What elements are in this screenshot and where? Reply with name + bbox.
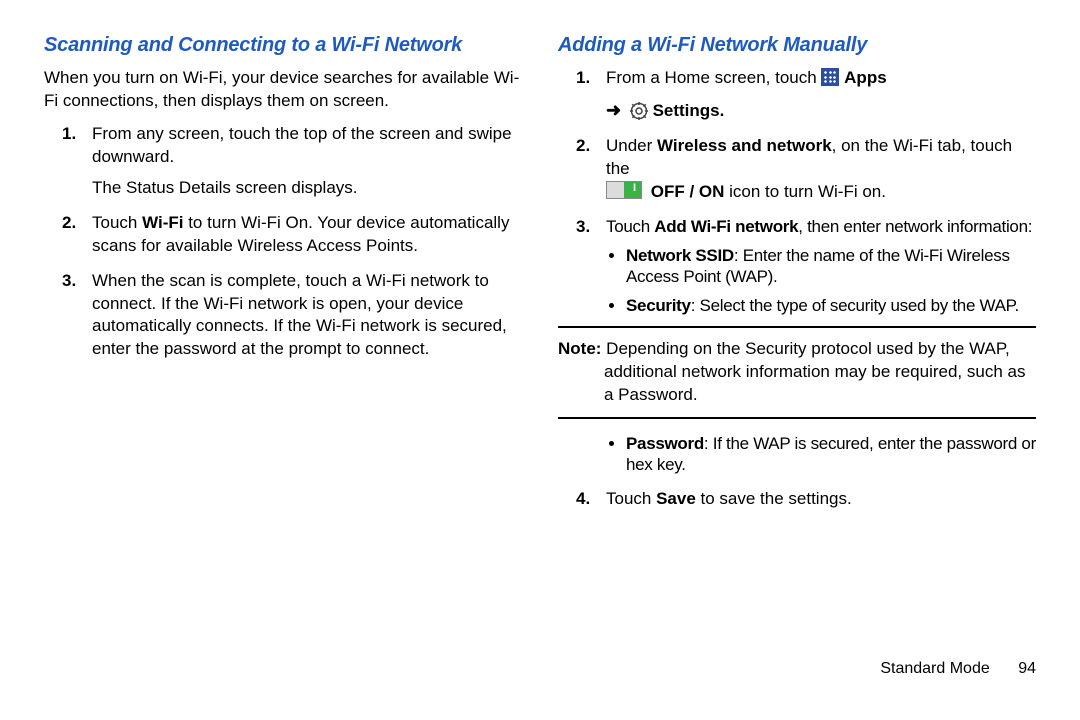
right-step-4: Touch Save to save the settings. <box>606 488 1036 511</box>
right-step-1: From a Home screen, touch Apps ➜ <box>606 67 1036 123</box>
step-text: to save the settings. <box>696 489 852 508</box>
step-text: From any screen, touch the top of the sc… <box>92 124 512 166</box>
step-text: From a Home screen, touch <box>606 68 821 87</box>
bullet-label: Password <box>626 434 704 453</box>
right-step-3: Touch Add Wi-Fi network, then enter netw… <box>606 216 1036 476</box>
footer-mode: Standard Mode <box>880 660 989 677</box>
step-text: Touch <box>606 217 654 236</box>
right-steps-list: From a Home screen, touch Apps ➜ <box>558 67 1036 511</box>
apps-label: Apps <box>844 68 887 87</box>
step-text: When the scan is complete, touch a Wi-Fi… <box>92 271 507 359</box>
left-intro-text: When you turn on Wi-Fi, your device sear… <box>44 67 522 113</box>
bold-add-wifi: Add Wi-Fi network <box>654 217 798 236</box>
bold-save: Save <box>656 489 696 508</box>
note-text: Depending on the Security protocol used … <box>601 339 1025 404</box>
bold-off-on: OFF / ON <box>651 182 725 201</box>
step-text: Touch <box>606 489 656 508</box>
left-step-2: Touch Wi-Fi to turn Wi-Fi On. Your devic… <box>92 212 522 258</box>
left-column: Scanning and Connecting to a Wi-Fi Netwo… <box>44 34 540 650</box>
step-second-line: ➜ Settings. <box>606 98 1036 123</box>
bullet-password: Password: If the WAP is secured, enter t… <box>626 433 1036 476</box>
page-footer: Standard Mode 94 <box>0 660 1080 686</box>
bold-wireless-network: Wireless and network <box>657 136 832 155</box>
step-text: icon to turn Wi-Fi on. <box>724 182 886 201</box>
settings-label: Settings. <box>653 101 725 120</box>
footer-page-number: 94 <box>1018 660 1036 677</box>
right-section-title: Adding a Wi-Fi Network Manually <box>558 34 1036 57</box>
arrow-icon: ➜ <box>606 100 621 120</box>
bullet-label: Network SSID <box>626 246 734 265</box>
step-text: , then enter network information: <box>798 217 1032 236</box>
left-step-3: When the scan is complete, touch a Wi-Fi… <box>92 270 522 362</box>
off-on-toggle-icon <box>606 181 642 199</box>
left-steps-list: From any screen, touch the top of the sc… <box>44 123 522 361</box>
step-text: Under <box>606 136 657 155</box>
gear-icon <box>630 102 648 120</box>
bullet-text: : Select the type of security used by th… <box>691 296 1019 315</box>
right-column: Adding a Wi-Fi Network Manually From a H… <box>540 34 1036 650</box>
page-body: Scanning and Connecting to a Wi-Fi Netwo… <box>0 0 1080 660</box>
bullet-network-ssid: Network SSID: Enter the name of the Wi-F… <box>626 245 1036 288</box>
bullet-list-before-note: Network SSID: Enter the name of the Wi-F… <box>606 245 1036 317</box>
bullet-list-after-note: Password: If the WAP is secured, enter t… <box>606 433 1036 476</box>
note-block: Note: Depending on the Security protocol… <box>558 326 1036 419</box>
bullet-security: Security: Select the type of security us… <box>626 295 1036 316</box>
step-aftertext: The Status Details screen displays. <box>92 177 522 200</box>
bullet-label: Security <box>626 296 691 315</box>
apps-grid-icon <box>821 68 839 86</box>
left-section-title: Scanning and Connecting to a Wi-Fi Netwo… <box>44 34 522 57</box>
right-step-2: Under Wireless and network, on the Wi-Fi… <box>606 135 1036 204</box>
note-label: Note: <box>558 339 601 358</box>
step-text: Touch Wi-Fi to turn Wi-Fi On. Your devic… <box>92 213 509 255</box>
left-step-1: From any screen, touch the top of the sc… <box>92 123 522 200</box>
